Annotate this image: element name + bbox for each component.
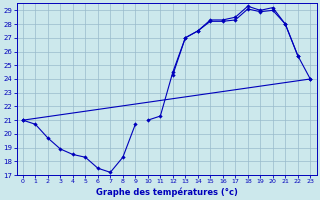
X-axis label: Graphe des températures (°c): Graphe des températures (°c)	[96, 187, 237, 197]
